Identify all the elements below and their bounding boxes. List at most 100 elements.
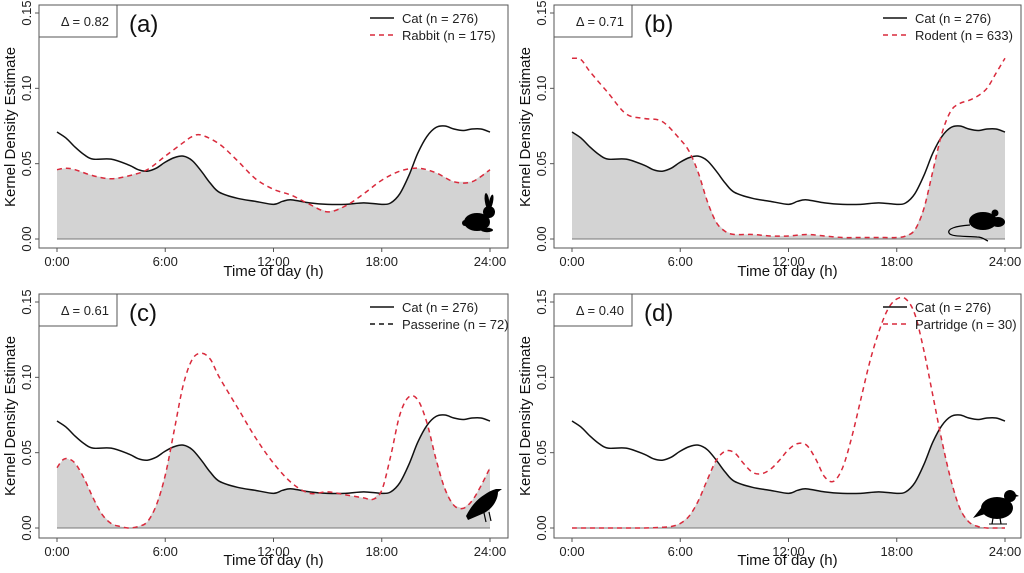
y-axis-title: Kernel Density Estimate [517,336,534,496]
x-tick-label: 0:00 [44,544,69,559]
rabbit-ear [488,194,494,210]
rabbit-foot [481,227,493,233]
partridge-tail [973,508,985,518]
rabbit-body [464,213,490,231]
x-axis-title: Time of day (h) [737,263,837,280]
y-tick-label: 0.05 [19,440,34,465]
prey-activity-line [56,133,491,213]
x-tick-label: 0:00 [559,544,584,559]
legend-label-cat: Cat (n = 276) [402,300,478,315]
cat-activity-line [56,125,491,206]
panel-label: (a) [129,11,158,38]
bird-leg [483,512,487,523]
x-tick-label: 24:00 [989,544,1022,559]
y-tick-label: 0.15 [19,289,34,314]
overlap-coefficient-box [38,293,118,327]
y-tick-label: 0.00 [534,515,549,540]
y-tick-label: 0.05 [19,151,34,176]
panel-c: 0.00 0.05 0.10 0.15 0:00 6:00 12:00 18:00 24:00 T… [2,289,509,569]
legend-label-prey: Rabbit (n = 175) [402,28,496,43]
y-tick-label: 0.00 [19,515,34,540]
y-tick-label: 0.10 [19,76,34,101]
y-tick-label: 0.05 [534,440,549,465]
mouse-icon [948,209,1005,242]
overlap-coefficient-box [553,293,633,327]
x-tick-label: 12:00 [257,254,290,269]
x-tick-label: 18:00 [880,254,913,269]
overlap-coefficient: Δ = 0.40 [576,303,624,318]
mouse-ear [991,209,999,217]
y-axis-title: Kernel Density Estimate [2,336,19,496]
y-axis-title: Kernel Density Estimate [2,47,19,207]
rabbit-tail [462,220,468,226]
plot-frame [553,4,1022,249]
panel-label: (d) [644,300,673,327]
x-tick-label: 24:00 [474,544,507,559]
partridge-leg [991,517,994,525]
x-tick-label: 0:00 [559,254,584,269]
panel-label: (b) [644,11,673,38]
x-tick-label: 12:00 [772,544,805,559]
y-tick-label: 0.15 [534,0,549,25]
panel-b: 0.00 0.05 0.10 0.15 0:00 6:00 12:00 18:00 24:00 T… [517,0,1022,280]
x-tick-label: 6:00 [153,544,178,559]
partridge-leg [999,517,1002,525]
x-axis-title: Time of day (h) [223,552,323,569]
partridge-body [981,497,1013,519]
y-tick-label: 0.00 [534,226,549,251]
panel-d: 0.00 0.05 0.10 0.15 0:00 6:00 12:00 18:00 24:00 T… [517,289,1022,569]
partridge-beak [1015,494,1019,497]
x-tick-label: 6:00 [668,254,693,269]
bird-body [466,489,502,520]
cat-activity-line [56,414,491,495]
legend-label-cat: Cat (n = 276) [915,300,991,315]
x-axis-title: Time of day (h) [737,552,837,569]
y-tick-label: 0.00 [19,226,34,251]
x-tick-label: 6:00 [153,254,178,269]
overlap-area [57,425,490,528]
x-tick-label: 12:00 [772,254,805,269]
mouse-tail [948,224,989,242]
legend-label-cat: Cat (n = 276) [402,11,478,26]
prey-activity-line [571,57,1006,239]
y-tick-label: 0.10 [19,365,34,390]
x-tick-label: 18:00 [880,544,913,559]
partridge-head [1004,490,1016,502]
overlap-area [572,431,1005,528]
panel-a: 0.00 0.05 0.10 0.15 0:00 6:00 12:00 18:00 24:00 T… [2,0,509,280]
panel-label: (c) [129,300,157,327]
legend-label-prey: Passerine (n = 72) [402,317,509,332]
plot-frame [553,293,1022,539]
overlap-coefficient-box [553,4,633,38]
prey-activity-line [56,352,491,529]
x-tick-label: 18:00 [365,254,398,269]
y-tick-label: 0.15 [534,289,549,314]
y-tick-label: 0.05 [534,151,549,176]
legend-label-cat: Cat (n = 276) [915,11,991,26]
legend-label-prey: Partridge (n = 30) [915,317,1017,332]
rabbit-ear [484,193,490,209]
x-tick-label: 0:00 [44,254,69,269]
partridge-icon [973,490,1019,525]
legend-label-prey: Rodent (n = 633) [915,28,1013,43]
prey-activity-line [572,296,1005,529]
cat-activity-line [571,414,1006,495]
overlap-coefficient: Δ = 0.82 [61,14,109,29]
x-tick-label: 24:00 [989,254,1022,269]
x-tick-label: 24:00 [474,254,507,269]
x-tick-label: 6:00 [668,544,693,559]
y-axis-title: Kernel Density Estimate [517,47,534,207]
overlap-area [57,156,490,239]
overlap-coefficient: Δ = 0.71 [576,14,624,29]
overlap-area [572,126,1005,239]
y-tick-label: 0.15 [19,0,34,25]
bird-leg [488,511,492,522]
mouse-body [969,212,997,230]
rabbit-head [483,206,495,218]
mouse-head [991,217,1005,227]
overlap-coefficient-box [38,4,118,38]
x-tick-label: 18:00 [365,544,398,559]
y-tick-label: 0.10 [534,365,549,390]
overlap-coefficient: Δ = 0.61 [61,303,109,318]
